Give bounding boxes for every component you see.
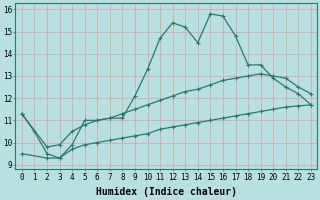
X-axis label: Humidex (Indice chaleur): Humidex (Indice chaleur) bbox=[96, 187, 237, 197]
